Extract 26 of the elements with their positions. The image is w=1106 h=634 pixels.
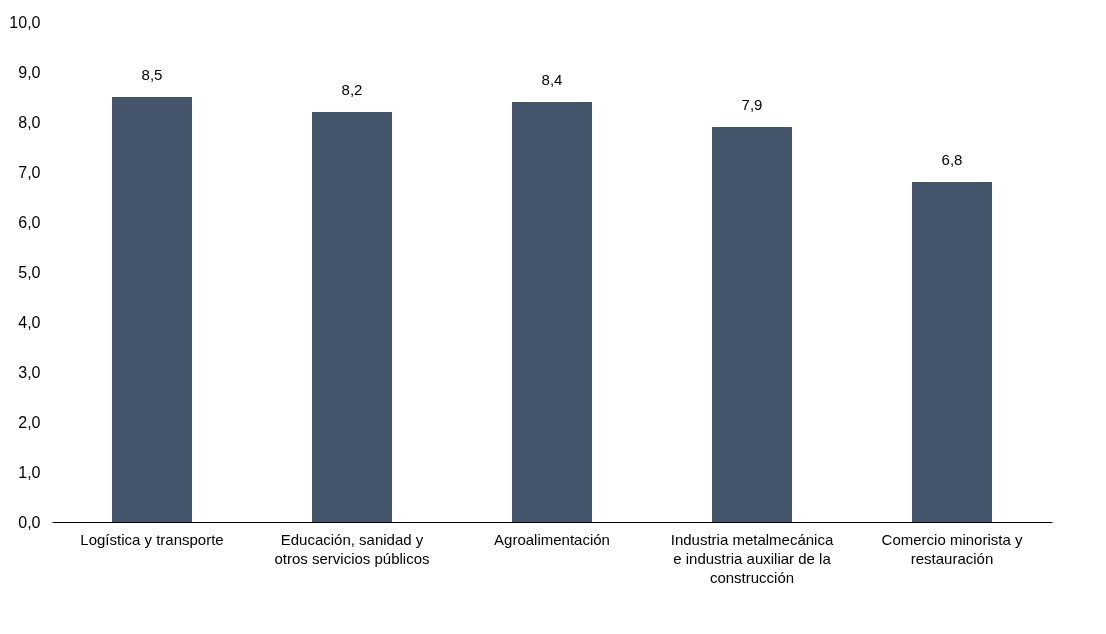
x-tick-label: Comercio minorista y restauración xyxy=(881,530,1023,567)
y-tick-label: 9,0 xyxy=(18,63,41,81)
y-tick-label: 1,0 xyxy=(18,463,41,481)
y-tick-label: 4,0 xyxy=(18,313,41,331)
y-tick-label: 5,0 xyxy=(18,263,41,281)
y-tick-label: 2,0 xyxy=(18,413,41,431)
y-tick-label: 3,0 xyxy=(18,363,41,381)
x-tick-label: Logística y transporte xyxy=(80,530,224,548)
bar xyxy=(712,127,792,522)
bar xyxy=(512,102,592,522)
data-label: 7,9 xyxy=(741,96,763,113)
x-tick-label: Educación, sanidad y otros servicios públicos xyxy=(274,530,430,567)
bar xyxy=(112,97,192,522)
y-tick-label: 8,0 xyxy=(18,113,41,131)
x-tick-label: Agroalimentación xyxy=(494,530,610,548)
y-tick-label: 6,0 xyxy=(18,213,41,231)
data-label: 8,4 xyxy=(541,71,563,88)
y-tick-label: 7,0 xyxy=(18,163,41,181)
y-tick-label: 0,0 xyxy=(18,513,41,531)
x-tick-label: Industria metalmecánica e industria auxiliar de la construcción xyxy=(670,530,834,586)
bar xyxy=(912,182,992,522)
data-label: 6,8 xyxy=(941,151,963,168)
data-label: 8,5 xyxy=(141,66,163,83)
data-label: 8,2 xyxy=(341,81,363,98)
y-tick-label: 10,0 xyxy=(9,13,41,31)
bar xyxy=(312,112,392,522)
